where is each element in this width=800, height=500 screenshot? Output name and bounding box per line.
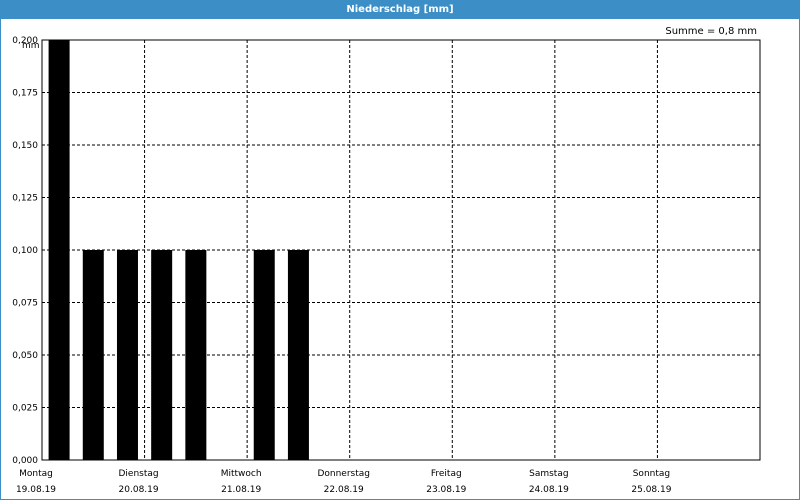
x-date-label: 23.08.19 <box>426 485 466 495</box>
y-tick-label: 0,150 <box>12 141 38 151</box>
x-date-label: 19.08.19 <box>16 485 56 495</box>
y-tick-label: 0,125 <box>12 194 38 204</box>
y-tick-label: 0,075 <box>12 299 38 309</box>
y-tick-label: 0,000 <box>12 456 38 466</box>
window-title: Niederschlag [mm] <box>1 1 799 19</box>
precipitation-sum: Summe = 0,8 mm <box>665 26 757 37</box>
y-tick-label: 0,050 <box>12 351 38 361</box>
x-date-label: 20.08.19 <box>119 485 159 495</box>
precipitation-bar <box>151 250 173 460</box>
x-weekday-label: Donnerstag <box>317 469 370 479</box>
x-date-label: 25.08.19 <box>631 485 671 495</box>
x-date-label: 22.08.19 <box>324 485 364 495</box>
x-date-label: 21.08.19 <box>221 485 261 495</box>
y-tick-label: 0,200 <box>12 36 38 46</box>
precipitation-bar <box>82 250 104 460</box>
precipitation-bar <box>185 250 207 460</box>
x-weekday-label: Dienstag <box>119 469 159 479</box>
x-weekday-label: Sonntag <box>633 469 670 479</box>
x-weekday-label: Freitag <box>431 469 462 479</box>
y-axis-label: mm <box>22 41 40 51</box>
x-weekday-label: Mittwoch <box>221 469 262 479</box>
x-date-label: 24.08.19 <box>529 485 569 495</box>
precipitation-bar <box>287 250 309 460</box>
precipitation-bar <box>48 40 70 460</box>
y-tick-label: 0,175 <box>12 89 38 99</box>
plot-area-border <box>41 39 761 461</box>
x-weekday-label: Samstag <box>529 469 568 479</box>
x-weekday-label: Montag <box>19 469 53 479</box>
y-tick-label: 0,025 <box>12 404 38 414</box>
precipitation-bar <box>253 250 275 460</box>
precipitation-bar <box>116 250 138 460</box>
y-tick-label: 0,100 <box>12 246 38 256</box>
